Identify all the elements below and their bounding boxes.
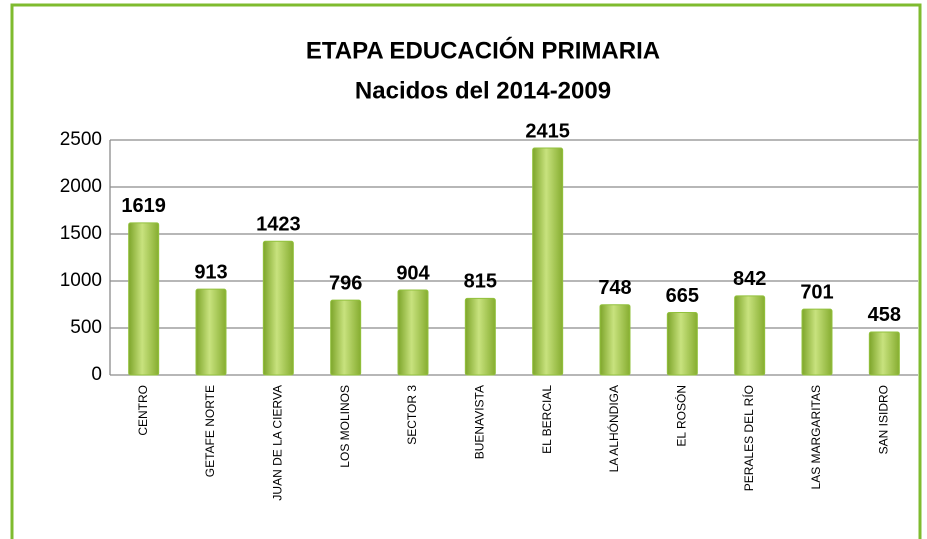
x-tick-label: PERALES DEL RÍO: [741, 385, 756, 491]
value-label: 665: [666, 285, 699, 307]
bar: [532, 147, 564, 376]
value-label: 904: [396, 262, 430, 284]
y-tick-label: 500: [70, 317, 102, 338]
y-tick-label: 2500: [60, 129, 102, 150]
value-label: 913: [194, 261, 227, 283]
y-tick-label: 1000: [60, 270, 102, 291]
bar: [599, 304, 631, 376]
x-tick-label: JUAN DE LA CIERVA: [271, 385, 285, 501]
value-label: 748: [598, 277, 631, 299]
bar: [330, 299, 362, 376]
bar: [868, 331, 900, 376]
chart-subtitle: Nacidos del 2014-2009: [355, 77, 611, 104]
bar: [128, 222, 160, 376]
y-tick-label: 0: [91, 364, 102, 385]
frame: [10, 3, 922, 539]
value-label: 815: [464, 271, 497, 293]
x-tick-label: BUENAVISTA: [473, 385, 487, 459]
bar: [195, 288, 227, 376]
value-label: 1423: [256, 214, 301, 236]
value-label: 796: [329, 272, 362, 294]
value-label: 1619: [121, 195, 166, 217]
x-tick-label: SAN ISIDRO: [877, 385, 891, 454]
bar: [666, 311, 698, 376]
value-label: 458: [868, 304, 901, 326]
bar: [262, 240, 294, 376]
x-tick-label: EL ROSÓN: [674, 385, 689, 447]
x-tick-label: SECTOR 3: [405, 385, 419, 445]
value-label: 2415: [525, 120, 570, 142]
x-tick-label: GETAFE NORTE: [203, 385, 217, 477]
y-tick-label: 2000: [60, 176, 102, 197]
x-tick-label: LOS MOLINOS: [338, 385, 352, 468]
chart-title: ETAPA EDUCACIÓN PRIMARIA: [306, 36, 660, 64]
bar: [801, 308, 833, 376]
bar: [464, 297, 496, 376]
x-tick-label: EL BERCIAL: [540, 385, 554, 454]
x-tick-label: LA ALHÓNDIGA: [606, 385, 621, 472]
y-tick-label: 1500: [60, 223, 102, 244]
x-tick-label: LAS MARGARITAS: [809, 385, 823, 489]
bar: [397, 289, 429, 376]
x-tick-label: CENTRO: [136, 385, 150, 436]
value-label: 842: [733, 268, 766, 290]
bar: [734, 295, 766, 376]
value-label: 701: [800, 281, 833, 303]
